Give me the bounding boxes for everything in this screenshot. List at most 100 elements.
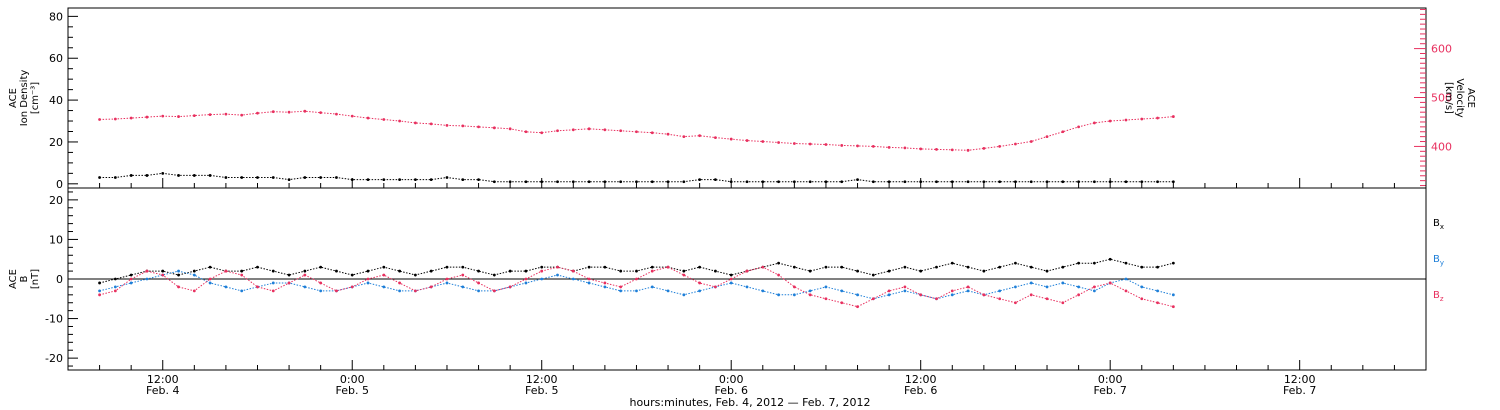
date-tick-label: Feb. 7 [1283, 384, 1316, 397]
density-point [587, 180, 591, 184]
velocity-point [887, 146, 891, 149]
x-axis-label: hours:minutes, Feb. 4, 2012 — Feb. 7, 20… [629, 396, 870, 409]
density-point [650, 180, 654, 184]
point-bx [177, 273, 180, 277]
density-point [256, 176, 259, 179]
point-bz [871, 297, 875, 301]
point-bz [1124, 289, 1128, 293]
point-bz [1092, 285, 1096, 289]
density-point [792, 180, 796, 184]
point-by [1092, 289, 1096, 293]
point-bx [256, 265, 259, 269]
velocity-point [524, 130, 528, 134]
velocity-point [508, 127, 512, 131]
density-point [824, 180, 828, 184]
density-point [840, 180, 844, 184]
velocity-point [840, 144, 844, 147]
time-tick-label: 12:00 [526, 373, 558, 386]
point-bx [1014, 261, 1017, 265]
density-tick-label: 0 [56, 178, 63, 191]
velocity-point [208, 113, 212, 117]
velocity-point [240, 113, 244, 117]
point-bx [1108, 257, 1112, 261]
point-bx [1045, 269, 1049, 273]
velocity-point [398, 119, 402, 123]
velocity-point [319, 111, 323, 115]
point-bx [1092, 261, 1096, 265]
point-bz [903, 285, 907, 289]
velocity-point [950, 148, 954, 152]
density-point [98, 176, 101, 179]
density-tick-label: 80 [49, 10, 63, 23]
velocity-point [729, 137, 733, 141]
point-bz [192, 289, 196, 293]
point-by [1140, 285, 1144, 289]
density-point [745, 180, 749, 184]
velocity-point [177, 115, 180, 118]
point-bx [129, 273, 133, 277]
point-by [1171, 293, 1175, 297]
velocity-point [808, 142, 812, 146]
point-bx [303, 269, 307, 273]
velocity-point [698, 134, 702, 138]
point-bx [382, 265, 386, 269]
velocity-point [1029, 140, 1033, 143]
velocity-point [129, 116, 133, 120]
velocity-point [745, 139, 749, 142]
density-point [192, 174, 196, 177]
point-bz [603, 281, 607, 285]
point-bx [635, 269, 638, 273]
point-bz [587, 277, 591, 281]
velocity-point [271, 110, 275, 114]
date-tick-label: Feb. 5 [335, 384, 368, 397]
point-bz [714, 285, 717, 289]
velocity-point [287, 110, 291, 114]
point-by [761, 289, 765, 293]
point-bz [650, 269, 654, 273]
point-by [524, 281, 528, 285]
velocity-point [824, 143, 828, 146]
point-bx [698, 265, 702, 269]
density-point [1061, 180, 1065, 184]
point-by [950, 293, 954, 297]
velocity-point [335, 112, 338, 116]
point-by [1077, 285, 1081, 289]
point-bx [1156, 265, 1159, 269]
density-point [1092, 180, 1096, 184]
date-tick-label: Feb. 7 [1093, 384, 1126, 397]
density-axis-label-line: Ion Density [19, 70, 30, 127]
velocity-axis-label-line: Velocity [1454, 78, 1465, 117]
point-bx [1140, 265, 1144, 269]
point-by [177, 269, 180, 273]
density-point [492, 180, 496, 184]
density-point [1077, 180, 1081, 184]
point-bz [319, 281, 323, 285]
point-bx [161, 269, 165, 273]
point-bz [366, 277, 370, 281]
point-by [1029, 281, 1033, 285]
point-bz [287, 281, 291, 285]
point-bz [856, 305, 859, 309]
velocity-axis-label-line: [km/s] [1443, 82, 1454, 114]
density-point [208, 174, 212, 177]
point-bz [666, 265, 670, 269]
point-bx [777, 261, 780, 265]
point-bx [919, 269, 923, 273]
point-bx [650, 265, 654, 269]
field-axis-label-line: [nT] [30, 269, 41, 289]
density-tick-label: 40 [49, 94, 63, 107]
density-point [698, 178, 702, 182]
point-bx [840, 265, 844, 269]
point-by [1014, 285, 1017, 289]
point-bz [177, 285, 180, 289]
density-point [682, 180, 686, 184]
point-bx [603, 265, 607, 269]
point-bx [1029, 265, 1033, 269]
density-point [982, 180, 986, 184]
point-by [603, 285, 607, 289]
velocity-point [540, 131, 544, 135]
point-bx [477, 269, 480, 273]
point-bx [113, 277, 117, 281]
